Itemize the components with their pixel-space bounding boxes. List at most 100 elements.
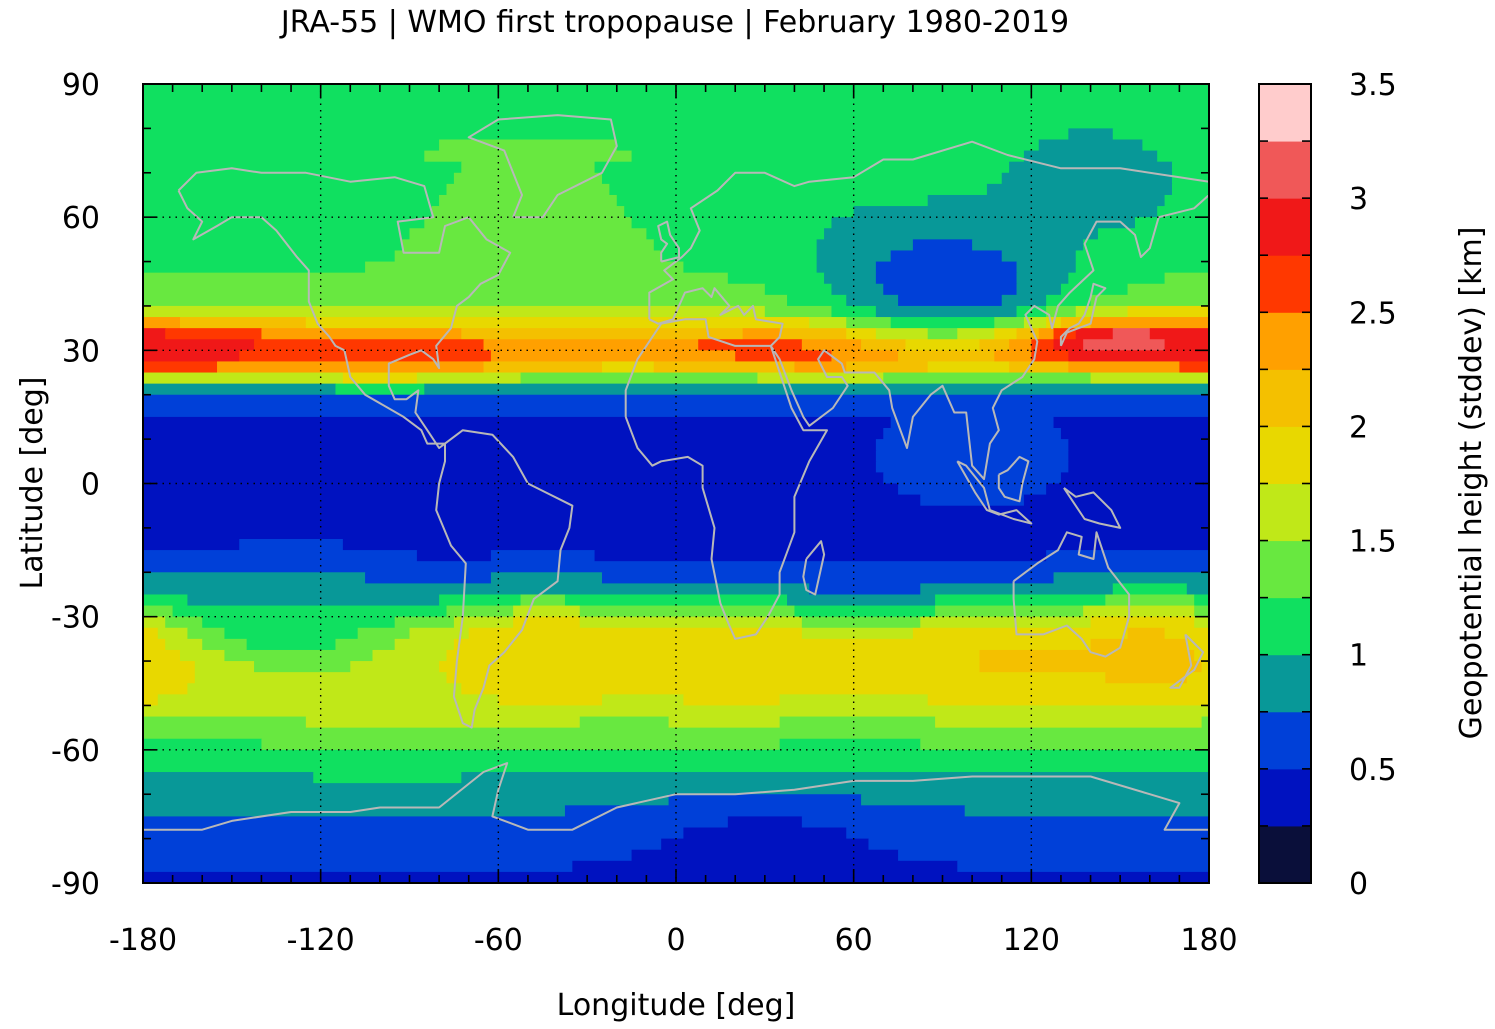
heatmap-cell [927, 328, 958, 340]
heatmap-cell [143, 605, 174, 618]
heatmap-cell [1164, 339, 1210, 351]
heatmap-cell [483, 339, 699, 351]
heatmap-cell [787, 294, 847, 307]
colorbar-tick-label: 1.5 [1349, 525, 1397, 560]
heatmap-cell [453, 616, 514, 629]
heatmap-cell [446, 183, 610, 196]
heatmap-cell [143, 594, 189, 607]
heatmap-cell [572, 860, 958, 873]
heatmap-cell [143, 538, 240, 551]
heatmap-cell [143, 849, 633, 862]
heatmap-cell [394, 616, 455, 629]
heatmap-cell [1038, 139, 1143, 152]
heatmap-cell [890, 416, 1055, 429]
heatmap-cell [365, 572, 492, 584]
heatmap-cell [143, 550, 418, 562]
heatmap-cell [883, 428, 1062, 440]
heatmap-cell [1068, 361, 1180, 374]
heatmap-cell [779, 738, 921, 751]
heatmap-cell [831, 217, 1136, 229]
heatmap-cell [668, 794, 862, 806]
coastline-japan [1059, 282, 1107, 347]
heatmap-cell [1164, 627, 1210, 640]
heatmap-cell [143, 228, 411, 240]
heatmap-cell [187, 594, 440, 607]
heatmap-cell [920, 583, 1114, 596]
heatmap-cell [143, 772, 314, 784]
heatmap-cell [1060, 317, 1092, 329]
heatmap-cell [143, 649, 181, 662]
heatmap-cell [1127, 283, 1210, 296]
colorbar-segment [1259, 825, 1311, 884]
heatmap-cell [424, 150, 633, 163]
heatmap-cell [890, 317, 995, 329]
x-tick-label: -60 [474, 923, 523, 958]
coastline-north-america [177, 167, 512, 449]
colorbar-segment [1259, 255, 1311, 313]
coastline-new-zealand [1169, 633, 1205, 689]
heatmap-cell [757, 372, 884, 385]
x-tick-label: 120 [1003, 923, 1060, 958]
heatmap-cell [143, 516, 1210, 529]
heatmap-cell [727, 816, 803, 829]
heatmap-cell [143, 317, 181, 329]
heatmap-cell [1031, 339, 1055, 351]
chart-title: JRA-55 | WMO first tropopause | February… [279, 5, 1069, 40]
heatmap-cell [920, 616, 1092, 629]
heatmap-cell [424, 217, 633, 229]
heatmap-cell [1083, 605, 1195, 618]
heatmap-cell [801, 616, 921, 629]
heatmap-cell [143, 206, 433, 218]
heatmap-cell [601, 572, 1055, 584]
heatmap-cell [1016, 272, 1069, 285]
heatmap-cell [875, 261, 1018, 274]
heatmap-cell [1142, 139, 1210, 152]
coastline-south-america [435, 429, 574, 729]
heatmap-cell [779, 716, 936, 729]
heatmap-cell [831, 350, 899, 363]
heatmap-cell [601, 694, 684, 707]
heatmap-cell [683, 261, 818, 274]
plot-area: -180 -120 -60 0 60 120 180 -90 -60 -30 0 30 60 90 [51, 68, 1238, 958]
heatmap-cell [1053, 572, 1210, 584]
heatmap-cell [416, 550, 492, 562]
heatmap-cell [935, 605, 1084, 618]
heatmap-cell [1090, 294, 1210, 307]
heatmap-cell [305, 317, 810, 329]
heatmap-cell [579, 605, 796, 618]
heatmap-cell [143, 361, 218, 374]
heatmap-cell [735, 350, 833, 363]
heatmap-cell [1046, 550, 1210, 562]
heatmap-cell [143, 727, 1210, 740]
heatmap-cell [335, 638, 396, 651]
heatmap-cell [816, 239, 914, 252]
y-tick-label: 30 [62, 334, 100, 369]
colorbar-tick-label: 3.5 [1349, 68, 1397, 103]
heatmap-cell [764, 305, 833, 318]
heatmap-cell [631, 849, 899, 862]
heatmap-cell [653, 361, 796, 374]
heatmap-cell [1112, 328, 1151, 340]
heatmap-cell [143, 838, 662, 851]
heatmap-cell [143, 816, 729, 829]
heatmap-cell [453, 172, 603, 185]
colorbar-tick-label: 2.5 [1349, 296, 1397, 331]
heatmap-cell [461, 161, 596, 174]
heatmap-cell [824, 228, 1099, 240]
colorbar-ticks: 0 0.5 1 1.5 2 2.5 3 3.5 [1259, 68, 1397, 902]
heatmap-cell [564, 805, 966, 818]
y-axis-label: Latitude [deg] [15, 377, 50, 590]
heatmap-cell [143, 439, 877, 451]
heatmap-cell [1105, 672, 1188, 684]
heatmap-cell [883, 372, 1092, 385]
heatmap-cell [661, 250, 818, 263]
heatmap-cell [350, 661, 440, 673]
heatmap-cell [313, 772, 462, 784]
heatmap-cell [809, 317, 847, 329]
heatmap-cell [394, 638, 455, 651]
heatmap-cell [254, 339, 485, 351]
heatmap-cell [453, 638, 1092, 651]
heatmap-cell [1194, 594, 1210, 607]
heatmap-cell [801, 816, 1210, 829]
heatmap-cell [1016, 328, 1040, 340]
